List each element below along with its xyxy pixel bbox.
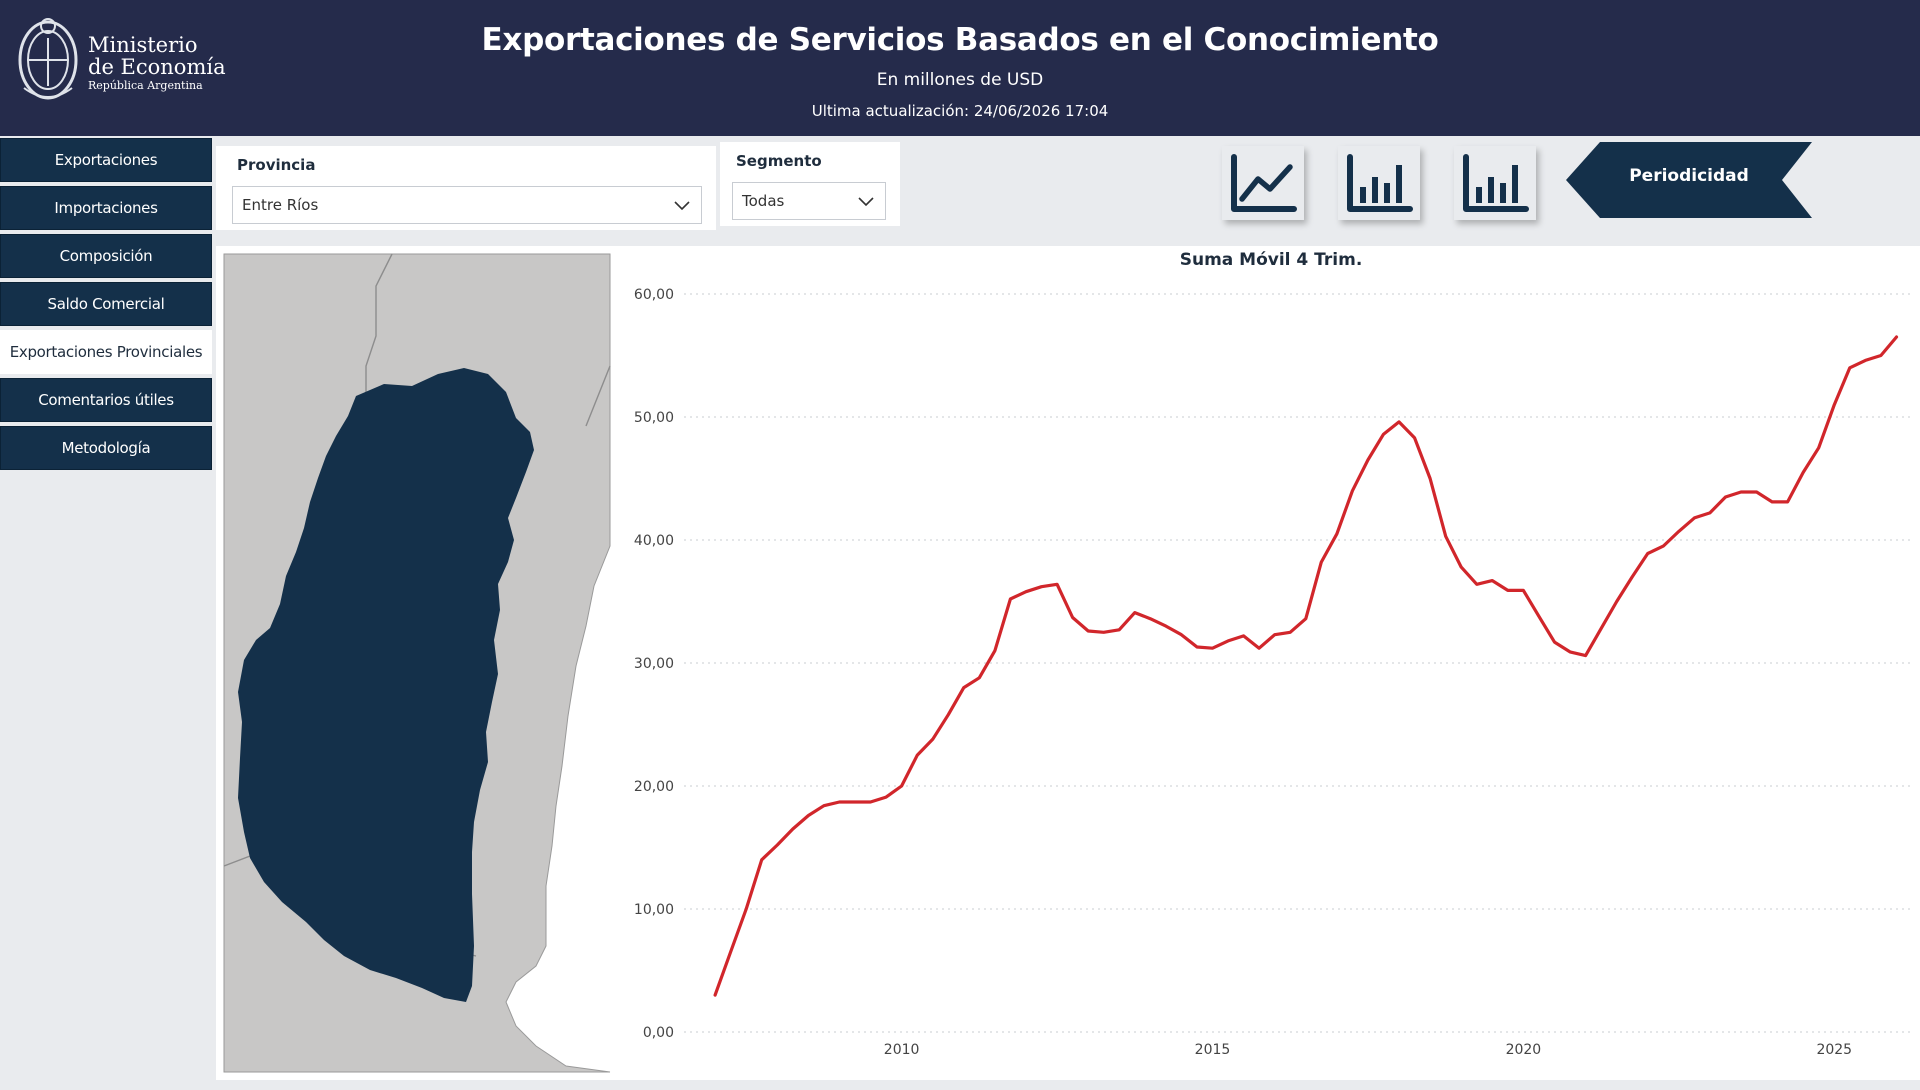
header-bar: Ministerio de Economía República Argenti…: [0, 0, 1920, 136]
line-chart-button[interactable]: [1222, 146, 1304, 220]
segmento-label: Segmento: [736, 152, 822, 170]
province-map-svg: [223, 253, 611, 1073]
x-tick-label: 2025: [1816, 1042, 1852, 1058]
logo-line-1: Ministerio: [88, 33, 198, 57]
x-tick-label: 2015: [1195, 1042, 1231, 1058]
series-line: [713, 335, 1899, 997]
province-map: [216, 246, 622, 1080]
y-tick-label: 50,00: [634, 410, 674, 426]
periodicidad-button[interactable]: Periodicidad: [1566, 142, 1812, 218]
logo-line-3: República Argentina: [88, 79, 203, 92]
segmento-value: Todas: [742, 192, 785, 210]
ministry-name: Ministerio de Economía República Argenti…: [88, 34, 226, 94]
y-tick-label: 40,00: [634, 533, 674, 549]
periodicidad-banner-shape: [1566, 142, 1812, 218]
page-subtitle: En millones de USD: [876, 70, 1044, 90]
nav-item-exportaciones-provinciales[interactable]: Exportaciones Provinciales: [0, 330, 212, 374]
nav-item-composicion[interactable]: Composición: [0, 234, 212, 278]
periodicidad-label: Periodicidad: [1629, 166, 1749, 186]
nav-item-exportaciones[interactable]: Exportaciones: [0, 138, 212, 182]
chart-title: Suma Móvil 4 Trim.: [1179, 250, 1363, 270]
provincia-label: Provincia: [237, 156, 316, 174]
argentina-coat-of-arms-logo: [18, 18, 78, 100]
provincia-filter: Provincia Entre Ríos: [216, 146, 716, 230]
line-chart-panel: Suma Móvil 4 Trim. 0,00 10,00 20,00 30,00 40…: [622, 246, 1920, 1080]
bar-chart-alt-button[interactable]: [1454, 146, 1536, 220]
y-tick-label: 10,00: [634, 902, 674, 918]
segmento-dropdown[interactable]: Todas: [732, 182, 886, 220]
line-chart: 0,00 10,00 20,00 30,00 40,00 50,00 60,00 2010 20…: [634, 287, 1912, 1058]
segmento-filter: Segmento Todas: [720, 142, 900, 226]
bar-chart-icon: [1347, 154, 1413, 212]
y-tick-label: 20,00: [634, 779, 674, 795]
map-border-line: [585, 365, 611, 427]
logo-line-2: de Economía: [88, 55, 226, 79]
bar-chart-button[interactable]: [1338, 146, 1420, 220]
map-province-entre-rios: [238, 368, 534, 1002]
nav-item-metodologia[interactable]: Metodología: [0, 426, 212, 470]
page-title: Exportaciones de Servicios Basados en el…: [481, 22, 1439, 58]
nav-item-importaciones[interactable]: Importaciones: [0, 186, 212, 230]
provincia-dropdown[interactable]: Entre Ríos: [232, 186, 702, 224]
last-updated-text: Ultima actualización: 24/06/2026 17:04: [811, 102, 1109, 120]
chevron-down-icon: [858, 197, 874, 207]
y-tick-label: 60,00: [634, 287, 674, 303]
sidebar-nav: Exportaciones Importaciones Composición …: [0, 138, 212, 474]
y-tick-label: 0,00: [643, 1025, 674, 1041]
nav-item-saldo-comercial[interactable]: Saldo Comercial: [0, 282, 212, 326]
y-tick-label: 30,00: [634, 656, 674, 672]
x-tick-label: 2010: [884, 1042, 920, 1058]
bar-chart-alt-icon: [1463, 154, 1529, 212]
x-tick-label: 2020: [1506, 1042, 1542, 1058]
provincia-value: Entre Ríos: [242, 196, 319, 214]
nav-item-comentarios-utiles[interactable]: Comentarios útiles: [0, 378, 212, 422]
chevron-down-icon: [674, 201, 690, 211]
line-chart-icon: [1231, 154, 1297, 212]
bottom-strip: [0, 1080, 1920, 1090]
